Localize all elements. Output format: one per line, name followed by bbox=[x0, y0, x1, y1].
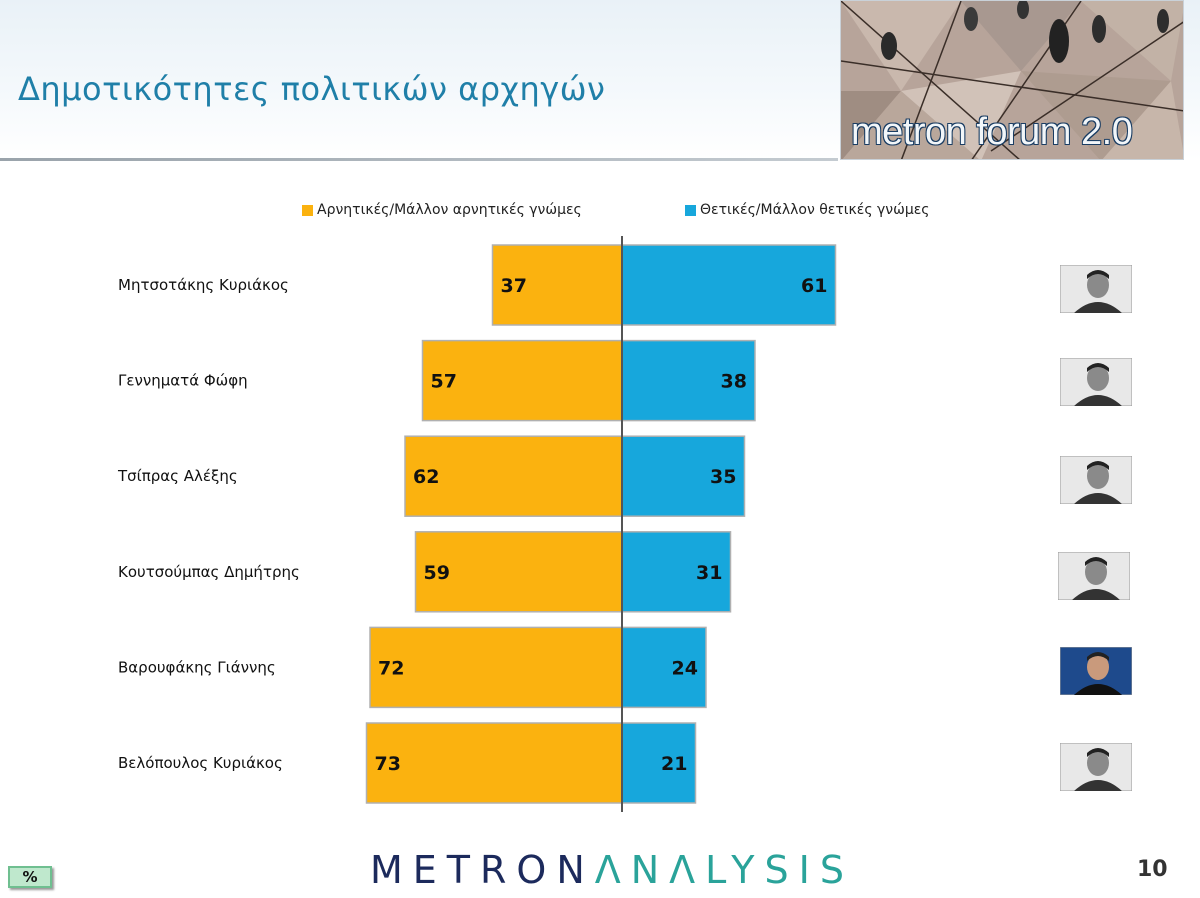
logo-part-analysis: ΛNΛLYSIS bbox=[594, 848, 854, 892]
category-label: Βελόπουλος Κυριάκος bbox=[118, 754, 283, 772]
value-label-negative: 59 bbox=[424, 562, 450, 584]
value-label-positive: 38 bbox=[721, 371, 747, 393]
portrait-photo-icon bbox=[1060, 265, 1132, 313]
bar-positive bbox=[621, 244, 837, 326]
category-label: Μητσοτάκης Κυριάκος bbox=[118, 276, 289, 294]
banner-background-icon bbox=[841, 1, 1183, 159]
bar-negative bbox=[421, 339, 623, 422]
page-title: Δημοτικότητες πολιτικών αρχηγών bbox=[18, 70, 606, 108]
value-label-negative: 73 bbox=[375, 753, 401, 775]
legend-negative-swatch bbox=[302, 204, 313, 216]
bar-negative bbox=[404, 435, 623, 517]
portrait-photo-icon bbox=[1060, 647, 1132, 696]
legend-positive-swatch bbox=[685, 204, 696, 216]
bar-negative bbox=[491, 244, 623, 326]
bar-positive bbox=[621, 531, 732, 613]
value-label-negative: 62 bbox=[413, 466, 439, 488]
value-label-positive: 31 bbox=[696, 562, 722, 584]
value-label-positive: 24 bbox=[672, 657, 698, 679]
category-label: Γεννηματά Φώφη bbox=[118, 372, 248, 390]
category-label: Βαρουφάκης Γιάννης bbox=[118, 658, 276, 676]
value-label-positive: 35 bbox=[710, 466, 736, 488]
category-label: Κουτσούμπας Δημήτρης bbox=[118, 563, 300, 581]
bar-negative bbox=[414, 531, 623, 613]
page-number: 10 bbox=[1137, 857, 1168, 882]
bar-positive bbox=[621, 435, 746, 517]
legend-positive: Θετικές/Μάλλον θετικές γνώμες bbox=[685, 201, 930, 219]
legend-negative: Αρνητικές/Μάλλον αρνητικές γνώμες bbox=[302, 201, 582, 219]
value-label-negative: 72 bbox=[378, 657, 404, 679]
bar-positive bbox=[621, 626, 707, 709]
portrait-photo-icon bbox=[1060, 743, 1132, 791]
legend-positive-label: Θετικές/Μάλλον θετικές γνώμες bbox=[700, 202, 930, 218]
portrait-photo-icon bbox=[1060, 456, 1132, 505]
value-label-positive: 21 bbox=[661, 753, 687, 775]
portrait-photo-icon bbox=[1060, 357, 1132, 406]
category-label: Τσίπρας Αλέξης bbox=[117, 467, 238, 485]
legend-negative-label: Αρνητικές/Μάλλον αρνητικές γνώμες bbox=[317, 202, 582, 218]
value-label-negative: 37 bbox=[501, 275, 527, 297]
header-divider bbox=[0, 158, 838, 161]
metron-analysis-logo: METRONΛNΛLYSIS bbox=[370, 848, 854, 892]
value-label-positive: 61 bbox=[801, 275, 827, 297]
banner-logo-text: metron forum 2.0 bbox=[851, 111, 1133, 153]
portrait-photo-icon bbox=[1058, 551, 1130, 600]
bar-positive bbox=[621, 339, 756, 422]
logo-part-metron: METRON bbox=[370, 848, 595, 892]
bar-negative bbox=[365, 722, 623, 804]
banner-image: metron forum 2.0 bbox=[840, 0, 1184, 160]
value-label-negative: 57 bbox=[431, 371, 457, 393]
unit-badge: % bbox=[8, 866, 52, 888]
bar-negative bbox=[369, 626, 623, 709]
